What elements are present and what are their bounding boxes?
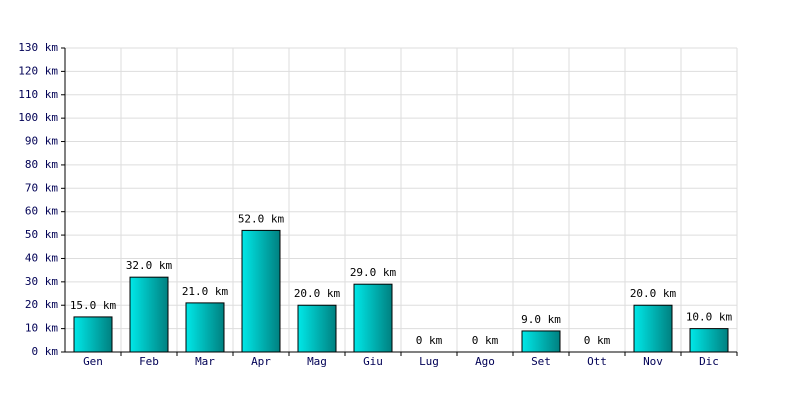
value-label: 20.0 km	[294, 287, 341, 300]
x-tick-label: Nov	[643, 355, 663, 368]
y-tick-label: 10 km	[25, 322, 58, 335]
bar	[353, 283, 393, 353]
y-tick-label: 110 km	[18, 88, 58, 101]
bar	[129, 276, 169, 353]
y-tick-label: 30 km	[25, 275, 58, 288]
y-tick-label: 20 km	[25, 298, 58, 311]
value-label: 0 km	[416, 334, 443, 347]
value-label: 32.0 km	[126, 259, 173, 272]
y-tick-label: 100 km	[18, 111, 58, 124]
y-tick-label: 130 km	[18, 41, 58, 54]
x-tick-label: Mar	[195, 355, 215, 368]
x-tick-label: Lug	[419, 355, 439, 368]
x-tick-label: Dic	[699, 355, 719, 368]
y-tick-label: 60 km	[25, 205, 58, 218]
bar	[521, 330, 561, 353]
value-label: 52.0 km	[238, 212, 285, 225]
x-tick-label: Apr	[251, 355, 271, 368]
value-label: 20.0 km	[630, 287, 677, 300]
value-label: 0 km	[584, 334, 611, 347]
x-tick-label: Mag	[307, 355, 327, 368]
bar	[633, 304, 673, 353]
bar	[241, 229, 281, 353]
value-label: 15.0 km	[70, 299, 117, 312]
y-tick-label: 90 km	[25, 135, 58, 148]
x-tick-label: Gen	[83, 355, 103, 368]
value-label: 29.0 km	[350, 266, 397, 279]
x-tick-label: Set	[531, 355, 551, 368]
x-tick-label: Ott	[587, 355, 607, 368]
y-tick-label: 120 km	[18, 64, 58, 77]
bar	[185, 302, 225, 353]
value-label: 10.0 km	[686, 311, 733, 324]
x-tick-label: Ago	[475, 355, 495, 368]
y-tick-label: 70 km	[25, 181, 58, 194]
y-tick-label: 40 km	[25, 251, 58, 264]
y-tick-label: 80 km	[25, 158, 58, 171]
bar	[297, 304, 337, 353]
bar	[689, 328, 729, 353]
y-tick-label: 0 km	[32, 345, 59, 358]
value-label: 0 km	[472, 334, 499, 347]
x-tick-label: Feb	[139, 355, 159, 368]
value-label: 9.0 km	[521, 313, 561, 326]
y-tick-label: 50 km	[25, 228, 58, 241]
x-tick-label: Giu	[363, 355, 383, 368]
value-label: 21.0 km	[182, 285, 229, 298]
bar	[73, 316, 113, 353]
